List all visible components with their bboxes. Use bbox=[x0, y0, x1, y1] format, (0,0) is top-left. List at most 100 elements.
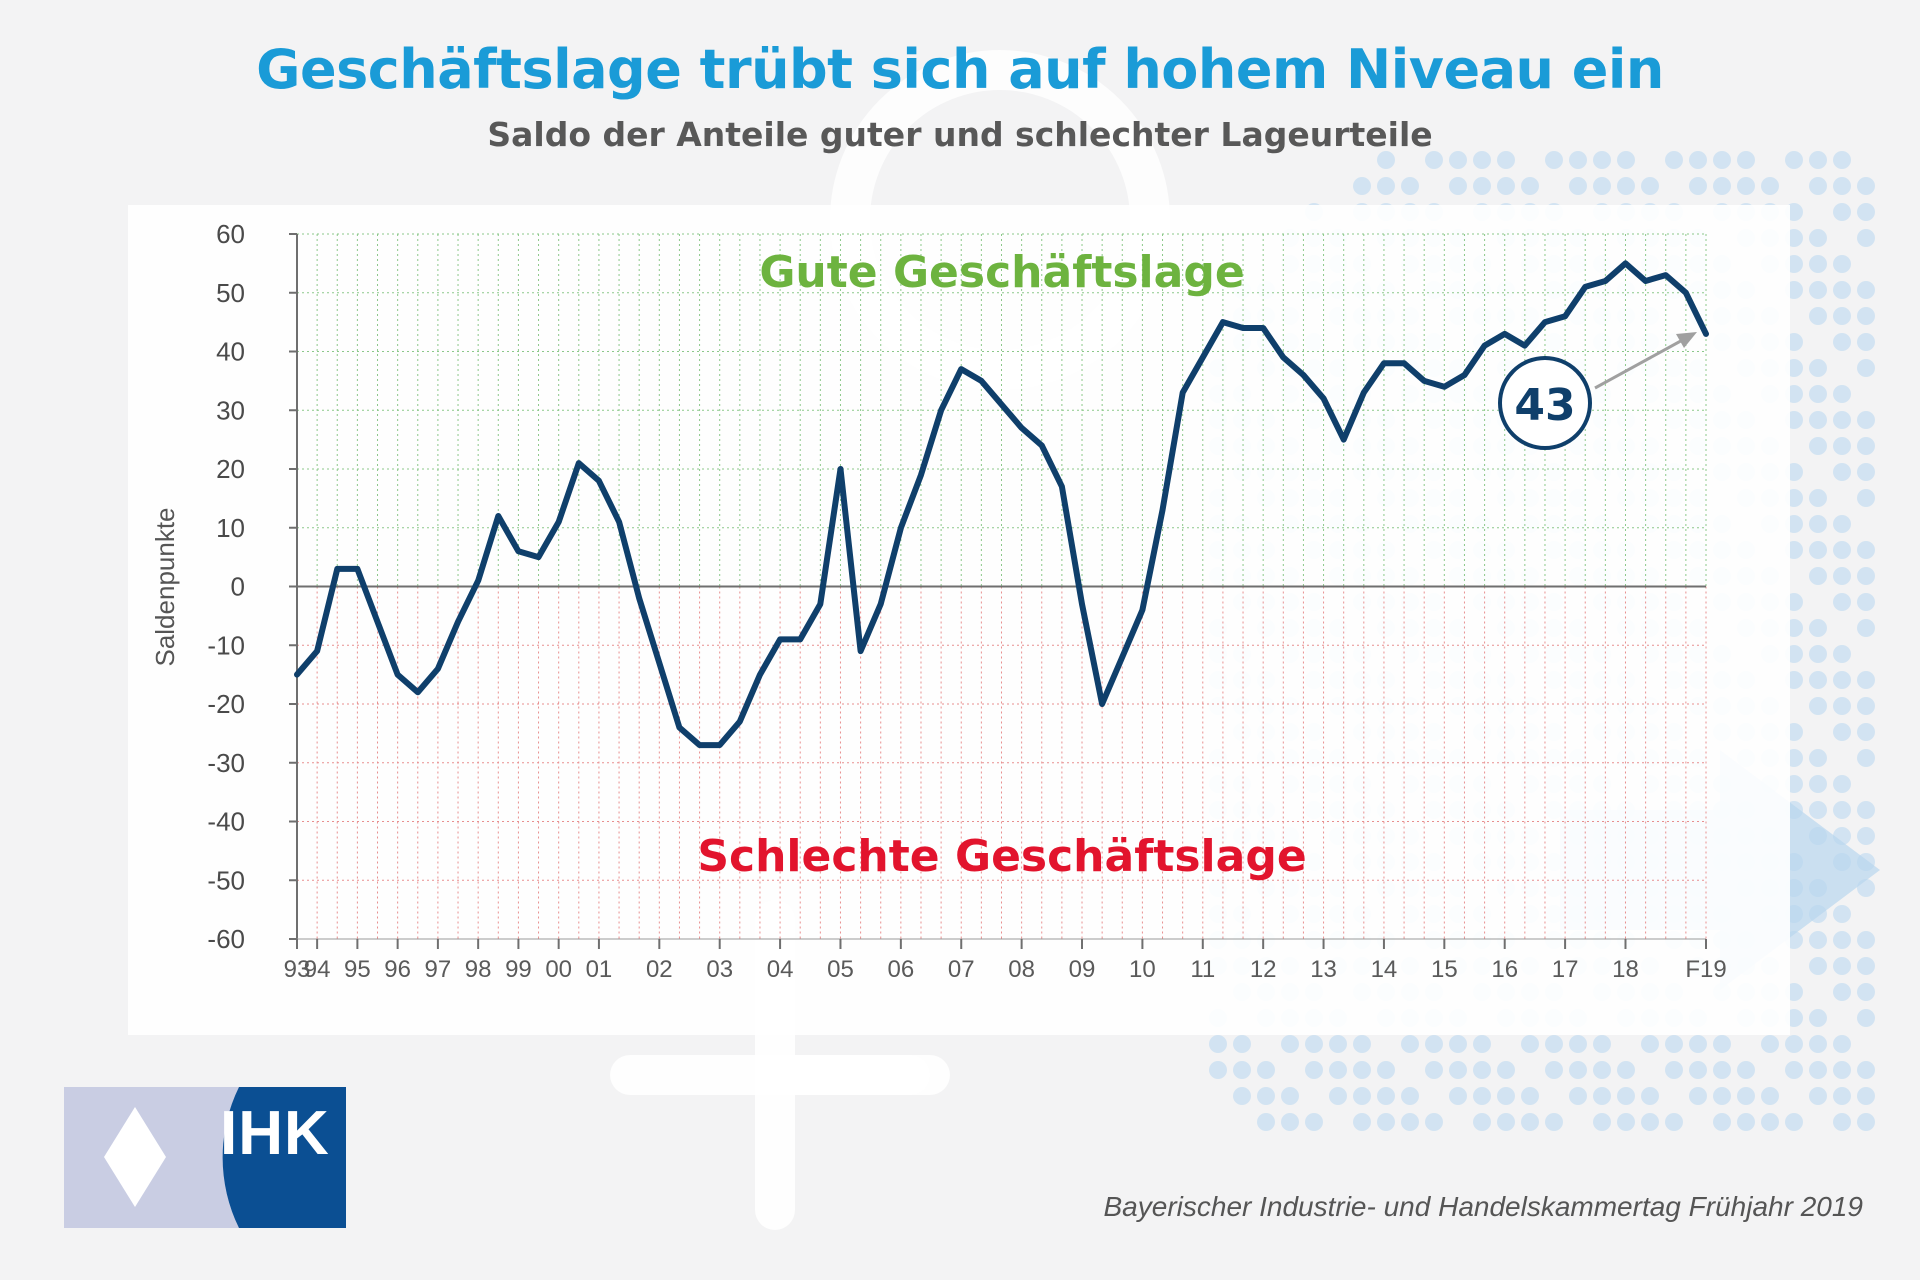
ihk-logo bbox=[64, 1087, 346, 1228]
map-dot bbox=[1401, 1113, 1419, 1131]
map-dot bbox=[1857, 203, 1875, 221]
map-dot bbox=[1233, 1087, 1251, 1105]
map-dot bbox=[1857, 697, 1875, 715]
map-dot bbox=[1593, 177, 1611, 195]
map-dot bbox=[1425, 1113, 1443, 1131]
map-dot bbox=[1809, 437, 1827, 455]
map-dot bbox=[1689, 1061, 1707, 1079]
map-dot bbox=[1473, 1087, 1491, 1105]
map-dot bbox=[1809, 151, 1827, 169]
map-dot bbox=[1857, 437, 1875, 455]
map-dot bbox=[1737, 1113, 1755, 1131]
map-dot bbox=[1473, 1061, 1491, 1079]
map-dot bbox=[1809, 567, 1827, 585]
source-note: Bayerischer Industrie- und Handelskammer… bbox=[1103, 1191, 1864, 1222]
map-dot bbox=[1569, 1061, 1587, 1079]
map-dot bbox=[1353, 1061, 1371, 1079]
map-dot bbox=[1857, 749, 1875, 767]
chart-axes bbox=[289, 233, 1706, 941]
map-dot bbox=[1617, 1113, 1635, 1131]
map-dot bbox=[1449, 177, 1467, 195]
y-tick-label: 30 bbox=[216, 395, 245, 425]
map-dot bbox=[1857, 333, 1875, 351]
map-dot bbox=[1665, 151, 1683, 169]
map-dot bbox=[1377, 1087, 1395, 1105]
map-dot bbox=[1713, 1087, 1731, 1105]
map-dot bbox=[1281, 1035, 1299, 1053]
callout-value: 43 bbox=[1514, 380, 1575, 431]
x-tick-label: 93 bbox=[284, 956, 311, 983]
y-tick-label: -10 bbox=[207, 630, 245, 660]
x-tick-label: 14 bbox=[1371, 956, 1398, 983]
map-dot bbox=[1401, 1087, 1419, 1105]
map-dot bbox=[1377, 1113, 1395, 1131]
series-group bbox=[294, 260, 1709, 749]
series-line bbox=[294, 260, 1709, 749]
map-dot bbox=[1449, 151, 1467, 169]
diamond-icon bbox=[104, 1107, 166, 1207]
map-dot bbox=[1785, 1113, 1803, 1131]
map-dot bbox=[1833, 1035, 1851, 1053]
map-dot bbox=[1473, 151, 1491, 169]
map-dot bbox=[1689, 177, 1707, 195]
x-tick-label: 07 bbox=[948, 956, 975, 983]
map-dot bbox=[1857, 957, 1875, 975]
map-dot bbox=[1809, 1035, 1827, 1053]
map-dot bbox=[1857, 489, 1875, 507]
map-dot bbox=[1857, 931, 1875, 949]
map-dot bbox=[1833, 411, 1851, 429]
x-tick-label: 02 bbox=[646, 956, 673, 983]
map-dot bbox=[1833, 1061, 1851, 1079]
map-dot bbox=[1809, 697, 1827, 715]
map-dot bbox=[1617, 151, 1635, 169]
y-tick-label: 0 bbox=[231, 572, 245, 602]
map-dot bbox=[1809, 957, 1827, 975]
map-dot bbox=[1857, 281, 1875, 299]
map-dot bbox=[1785, 1035, 1803, 1053]
map-dot bbox=[1569, 151, 1587, 169]
map-dot bbox=[1809, 619, 1827, 637]
chart-subtitle: Saldo der Anteile guter und schlechter L… bbox=[487, 115, 1433, 154]
map-dot bbox=[1641, 1113, 1659, 1131]
map-dot bbox=[1377, 177, 1395, 195]
x-tick-label: 04 bbox=[767, 956, 794, 983]
x-tick-label: 18 bbox=[1612, 956, 1639, 983]
map-dot bbox=[1785, 1061, 1803, 1079]
map-dot bbox=[1737, 151, 1755, 169]
map-dot bbox=[1809, 1087, 1827, 1105]
map-dot bbox=[1377, 1061, 1395, 1079]
map-dot bbox=[1833, 281, 1851, 299]
map-dot bbox=[1833, 1087, 1851, 1105]
map-dot bbox=[1737, 1087, 1755, 1105]
map-dot bbox=[1377, 151, 1395, 169]
map-dot bbox=[1857, 411, 1875, 429]
map-dot bbox=[1809, 359, 1827, 377]
map-dot bbox=[1713, 177, 1731, 195]
map-dot bbox=[1809, 541, 1827, 559]
map-dot bbox=[1833, 957, 1851, 975]
map-dot bbox=[1689, 151, 1707, 169]
map-dot bbox=[1833, 515, 1851, 533]
map-dot bbox=[1833, 177, 1851, 195]
y-axis-label: Saldenpunkte bbox=[150, 507, 180, 666]
map-dot bbox=[1857, 307, 1875, 325]
x-tick-label: 97 bbox=[425, 956, 452, 983]
map-dot bbox=[1809, 1061, 1827, 1079]
map-dot bbox=[1305, 1035, 1323, 1053]
map-dot bbox=[1809, 515, 1827, 533]
x-tick-label: 05 bbox=[827, 956, 854, 983]
map-dot bbox=[1833, 541, 1851, 559]
x-tick-label: 17 bbox=[1552, 956, 1579, 983]
x-tick-label: 01 bbox=[586, 956, 613, 983]
map-dot bbox=[1809, 645, 1827, 663]
map-dot bbox=[1329, 1087, 1347, 1105]
map-dot bbox=[1809, 281, 1827, 299]
map-dot bbox=[1665, 1061, 1683, 1079]
bad-zone-label: Schlechte Geschäftslage bbox=[697, 831, 1306, 882]
chart-panel bbox=[128, 205, 1790, 1035]
map-dot bbox=[1425, 151, 1443, 169]
map-dot bbox=[1809, 489, 1827, 507]
map-dot bbox=[1233, 1061, 1251, 1079]
map-dot bbox=[1857, 827, 1875, 845]
map-dot bbox=[1857, 567, 1875, 585]
